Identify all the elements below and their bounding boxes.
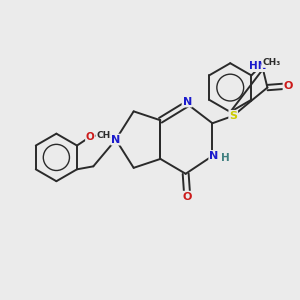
Text: N: N [182,97,192,106]
Text: N: N [209,151,218,161]
Text: O: O [182,192,192,202]
Text: S: S [229,111,237,121]
Text: N: N [111,135,120,145]
Text: CH₃: CH₃ [97,130,115,140]
Text: O: O [86,132,95,142]
Text: CH₃: CH₃ [262,58,280,67]
Text: H: H [221,153,230,163]
Text: O: O [284,81,293,91]
Text: HN: HN [249,61,266,71]
